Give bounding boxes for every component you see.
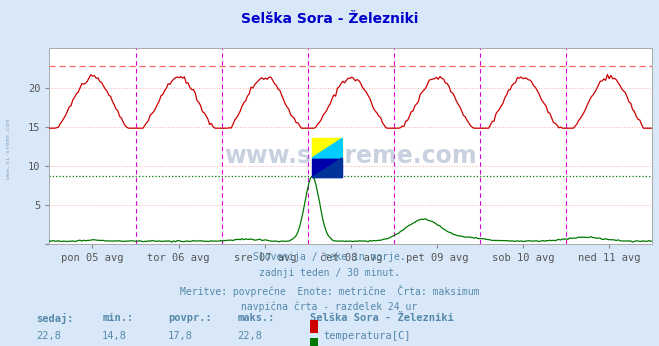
Text: zadnji teden / 30 minut.: zadnji teden / 30 minut. xyxy=(259,268,400,279)
Text: 22,8: 22,8 xyxy=(237,331,262,341)
Polygon shape xyxy=(312,138,342,158)
Text: 22,8: 22,8 xyxy=(36,331,61,341)
Polygon shape xyxy=(312,138,342,158)
Polygon shape xyxy=(312,158,342,177)
Text: Selška Sora - Železniki: Selška Sora - Železniki xyxy=(241,12,418,26)
Text: sedaj:: sedaj: xyxy=(36,313,74,324)
Text: Meritve: povprečne  Enote: metrične  Črta: maksimum: Meritve: povprečne Enote: metrične Črta:… xyxy=(180,285,479,297)
Polygon shape xyxy=(312,158,342,177)
Text: temperatura[C]: temperatura[C] xyxy=(324,331,411,341)
Text: Selška Sora - Železniki: Selška Sora - Železniki xyxy=(310,313,453,323)
Text: www.si-vreme.com: www.si-vreme.com xyxy=(225,144,477,168)
Text: 17,8: 17,8 xyxy=(168,331,193,341)
Text: povpr.:: povpr.: xyxy=(168,313,212,323)
Text: maks.:: maks.: xyxy=(237,313,275,323)
Text: Slovenija / reke in morje.: Slovenija / reke in morje. xyxy=(253,252,406,262)
Text: 14,8: 14,8 xyxy=(102,331,127,341)
Text: navpična črta - razdelek 24 ur: navpična črta - razdelek 24 ur xyxy=(241,302,418,312)
Text: www.si-vreme.com: www.si-vreme.com xyxy=(6,119,11,179)
Text: min.:: min.: xyxy=(102,313,133,323)
